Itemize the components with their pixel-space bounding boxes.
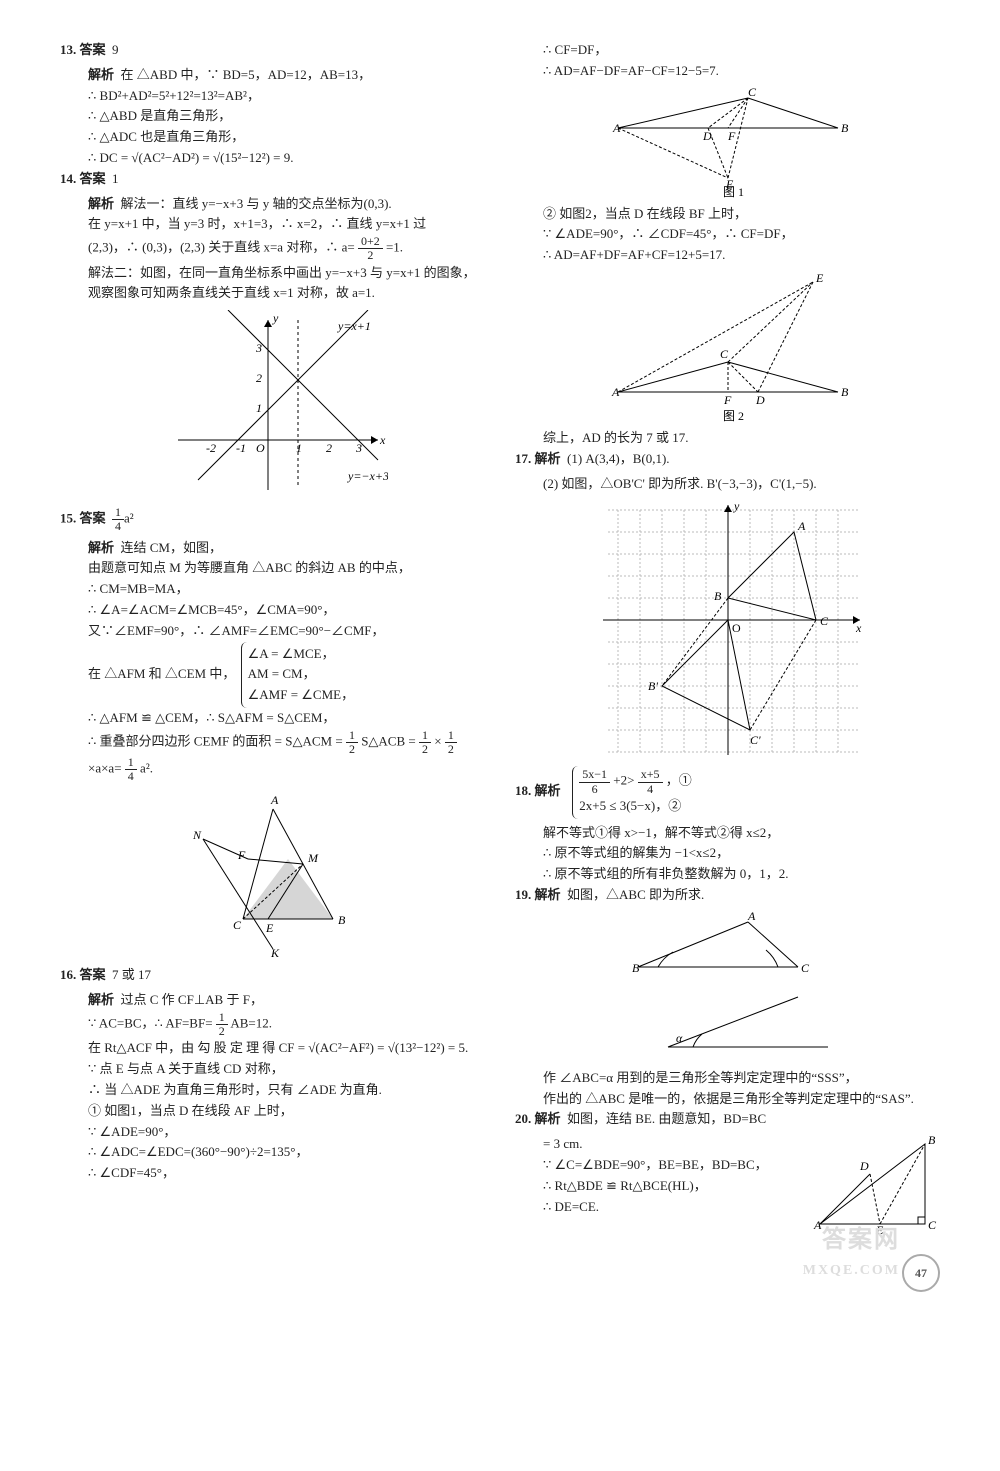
q16-cont: ∴ CF=DF， ∴ AD=AF−DF=AF−CF=12−5=7. [515,40,940,82]
q13-explain: 解析 在 △ABD 中，∵ BD=5，AD=12，AB=13， ∴ BD²+AD… [60,65,485,169]
q13-number: 13. [60,42,76,57]
svg-text:K: K [270,946,280,959]
svg-text:D: D [702,129,712,143]
svg-text:y: y [733,500,740,513]
svg-text:B: B [338,913,346,927]
q15: 15. 答案 14a² [60,506,485,533]
svg-text:A: A [612,121,621,135]
svg-text:y=x+1: y=x+1 [337,319,371,333]
svg-text:B: B [928,1134,936,1147]
q16-figure2: A B C D F E 图 2 [598,272,858,422]
svg-text:1: 1 [256,401,262,415]
answer-label: 答案 [80,42,106,57]
svg-text:O: O [732,621,741,635]
q15-explain: 解析 连结 CM，如图， 由题意可知点 M 为等腰直角 △ABC 的斜边 AB … [60,538,485,784]
svg-text:1: 1 [296,441,302,455]
page-footer: 47 答案网 MXQE.COM [60,1254,940,1292]
q16-explain: 解析 过点 C 作 CF⊥AB 于 F， ∵ AC=BC，∴ AF=BF= 12… [60,990,485,1184]
q16: 16. 答案 7 或 17 [60,965,485,986]
q19-figure: B C A α [598,912,858,1062]
q17: 17. 解析 (1) A(3,4)，B(0,1). [515,449,940,470]
q20: 20. 解析 如图，连结 BE. 由题意知，BD=BC [515,1109,940,1130]
svg-text:x: x [855,621,862,635]
watermark: 答案网 MXQE.COM [803,1221,900,1282]
svg-text:C: C [748,88,757,99]
q14-graph: x y -2-1 123 123 O y=x+1 y=−x+3 [158,310,388,500]
svg-text:N: N [192,828,202,842]
svg-text:A: A [270,793,279,807]
left-column: 13. 答案 9 解析 在 △ABD 中，∵ BD=5，AD=12，AB=13，… [60,40,485,1234]
q13: 13. 答案 9 [60,40,485,61]
svg-text:C: C [820,614,829,628]
svg-text:E: E [265,921,274,935]
svg-text:F: F [723,393,732,407]
svg-text:B: B [632,961,640,975]
svg-text:2: 2 [256,371,262,385]
q19: 19. 解析 如图，△ABC 即为所求. [515,885,940,906]
svg-text:B: B [841,121,849,135]
svg-text:D: D [755,393,765,407]
svg-text:B: B [841,385,849,399]
svg-text:A: A [797,519,806,533]
svg-text:B': B' [648,679,658,693]
svg-text:C: C [928,1218,937,1232]
svg-text:y=−x+3: y=−x+3 [347,469,388,483]
right-column: ∴ CF=DF， ∴ AD=AF−DF=AF−CF=12−5=7. A B C … [515,40,940,1234]
svg-text:D: D [859,1159,869,1173]
q15-figure: A B C E F K M N [183,789,363,959]
svg-text:F: F [237,848,246,862]
svg-text:图 2: 图 2 [723,409,744,422]
svg-text:O: O [256,441,265,455]
svg-text:α: α [676,1031,683,1045]
q18: 18. 解析 5x−16 +2> x+54 ，① 2x+5 ≤ 3(5−x)，② [515,766,940,818]
svg-text:-2: -2 [206,441,216,455]
svg-text:M: M [307,851,319,865]
svg-text:x: x [379,433,386,447]
svg-text:A: A [611,385,620,399]
svg-text:C: C [720,347,729,361]
q13-answer: 9 [112,42,119,57]
svg-text:图 1: 图 1 [723,185,744,198]
fraction: 0+22 [358,235,383,262]
svg-text:C': C' [750,733,761,747]
svg-text:C: C [233,918,242,932]
svg-text:B: B [714,589,722,603]
svg-text:A: A [747,912,756,923]
q16-figure1: A B C D F E 图 1 [598,88,858,198]
svg-text:E: E [815,272,824,285]
svg-text:-1: -1 [236,441,246,455]
svg-text:C: C [801,961,810,975]
q17-grid: x y O A B C B' C' [588,500,868,760]
svg-text:y: y [272,311,279,325]
svg-text:F: F [727,129,736,143]
page-number: 47 [902,1254,940,1292]
q14-explain: 解析 解法一：直线 y=−x+3 与 y 轴的交点坐标为(0,3). 在 y=x… [60,194,485,305]
q14: 14. 答案 1 [60,169,485,190]
svg-text:2: 2 [326,441,332,455]
q20-figure: A B C D E [810,1134,940,1234]
